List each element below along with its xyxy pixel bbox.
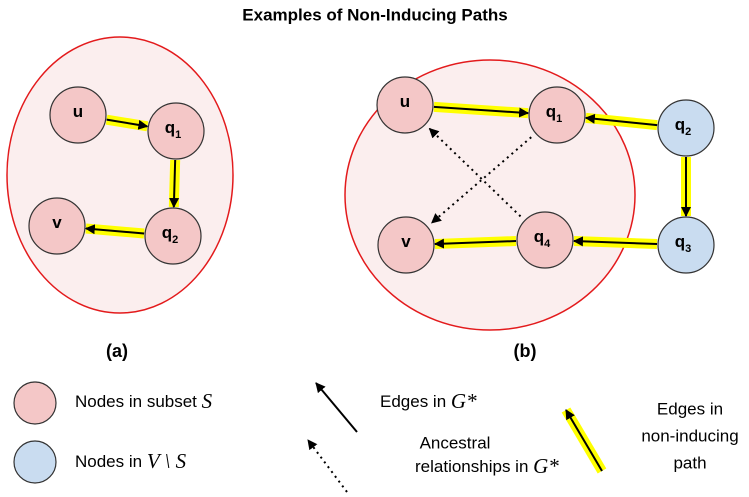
node [377, 216, 435, 274]
node-letter: q [675, 115, 685, 134]
title: Examples of Non-Inducing Paths [242, 5, 507, 24]
node [516, 211, 574, 269]
node-letter: q [165, 118, 175, 137]
node [657, 216, 715, 274]
node-letter: u [73, 102, 83, 121]
edge [169, 159, 180, 209]
node-label: q1 [165, 118, 182, 140]
legend-node [13, 440, 57, 484]
node-letter: q [534, 227, 544, 246]
node [49, 86, 107, 144]
legend-ancestral [307, 439, 348, 493]
legend-text: path [673, 453, 706, 472]
legend-text: Ancestral [420, 433, 491, 452]
legend-text: non-inducing [641, 426, 738, 445]
node-label: q3 [675, 232, 692, 254]
node-label: q4 [534, 227, 551, 249]
edge [572, 236, 658, 247]
node-label: q2 [675, 115, 692, 137]
edges [84, 101, 691, 249]
node-label: v [52, 213, 62, 232]
node [528, 86, 586, 144]
panel-label: (a) [106, 341, 128, 361]
legend-path-edge [565, 409, 603, 472]
node-subscript: 4 [544, 238, 551, 250]
node-label: u [400, 92, 410, 111]
node-label: v [401, 232, 411, 251]
node [28, 197, 86, 255]
legend-text: relationships in G* [415, 454, 559, 478]
node-label: u [73, 102, 83, 121]
edge [106, 118, 149, 130]
node-subscript: 1 [556, 113, 562, 125]
node [144, 207, 202, 265]
node-label: q2 [162, 223, 179, 245]
node [147, 102, 205, 160]
subset-region [6, 36, 234, 314]
legend-edge [315, 382, 358, 433]
legend-text: Edges in [657, 399, 723, 418]
edge [433, 238, 517, 249]
node-letter: v [401, 232, 411, 251]
node-subscript: 2 [685, 126, 691, 138]
node-label: q1 [546, 102, 563, 124]
edge [433, 105, 530, 118]
edge [584, 113, 658, 127]
node-letter: q [546, 102, 556, 121]
legend-node [13, 381, 57, 425]
node-letter: q [162, 223, 172, 242]
node-subscript: 2 [172, 234, 178, 246]
legend-text: Nodes in V \ S [75, 449, 187, 473]
node [657, 99, 715, 157]
legend-text: Edges in G* [380, 389, 477, 413]
node-subscript: 1 [175, 129, 181, 141]
node-subscript: 3 [685, 243, 691, 255]
edge [84, 224, 145, 235]
legend-text: Nodes in subset S [75, 389, 213, 413]
node [376, 76, 434, 134]
panel-label: (b) [514, 341, 537, 361]
node-letter: u [400, 92, 410, 111]
ancestral-edge [431, 136, 532, 224]
node-letter: v [52, 213, 62, 232]
node-letter: q [675, 232, 685, 251]
